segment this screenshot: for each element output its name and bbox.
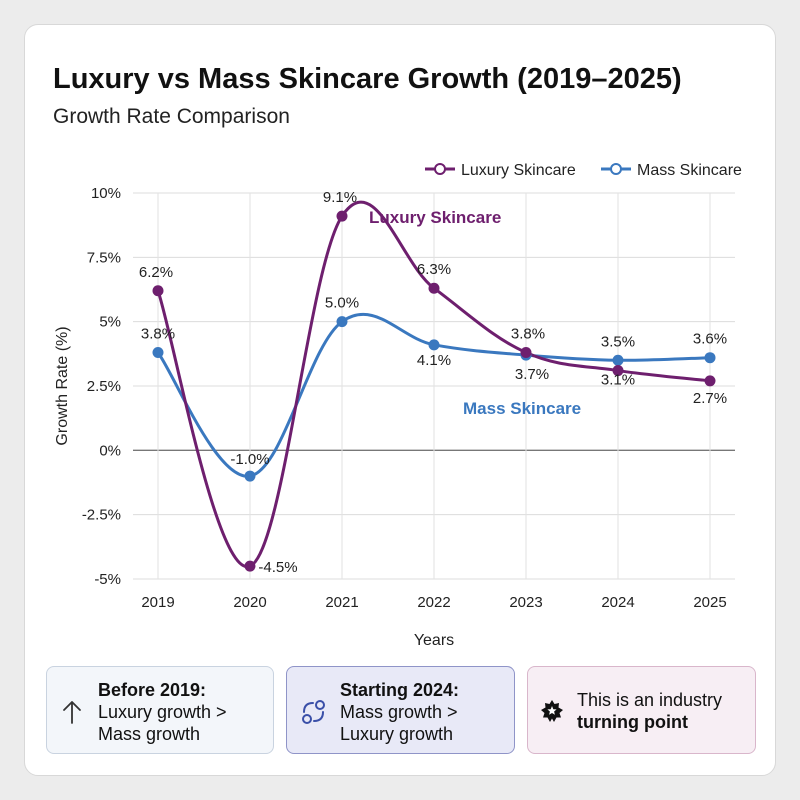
- luxury-series-line: [156, 200, 711, 568]
- y-tick-label: -5%: [94, 571, 121, 588]
- mass-data-point: [244, 470, 256, 482]
- mass-inline-label: Mass Skincare: [463, 399, 581, 418]
- insight-line: Mass growth: [98, 724, 201, 744]
- insight-line: Luxury growth: [340, 724, 454, 744]
- x-tick-label: 2019: [141, 594, 174, 611]
- y-tick-label: 2.5%: [87, 378, 121, 395]
- legend-label: Luxury Skincare: [461, 162, 576, 179]
- x-tick-label: 2022: [417, 594, 450, 611]
- chart-title: Luxury vs Mass Skincare Growth (2019–202…: [53, 63, 682, 95]
- y-axis-title: Growth Rate (%): [54, 326, 71, 445]
- data-label: 4.1%: [417, 352, 451, 369]
- data-label: 3.8%: [511, 326, 545, 343]
- data-label: -1.0%: [230, 451, 269, 468]
- data-label: 3.1%: [601, 372, 635, 389]
- y-tick-label: -2.5%: [82, 507, 121, 524]
- data-label: 6.3%: [417, 261, 451, 278]
- data-label: -4.5%: [258, 559, 297, 576]
- luxury-data-point: [428, 282, 440, 294]
- luxury-data-point: [244, 560, 256, 572]
- arrow-up-icon: [63, 701, 81, 724]
- y-tick-label: 0%: [99, 442, 121, 459]
- data-label: 3.7%: [515, 366, 549, 383]
- data-label: 6.2%: [139, 264, 173, 281]
- badge-star-icon: [541, 700, 563, 722]
- insight-heading: Starting 2024:: [340, 680, 460, 700]
- insight-heading: Before 2019:: [98, 680, 207, 700]
- luxury-data-point: [612, 365, 624, 377]
- data-label: 3.8%: [141, 326, 175, 343]
- insight-line: Mass growth >: [340, 702, 458, 722]
- y-tick-label: 7.5%: [87, 249, 121, 266]
- data-label: 3.6%: [693, 331, 727, 348]
- luxury-inline-label: Luxury Skincare: [369, 208, 501, 227]
- data-label: 9.1%: [323, 189, 357, 206]
- data-label: 2.7%: [693, 390, 727, 407]
- luxury-data-point: [152, 285, 164, 297]
- y-tick-label: 10%: [91, 185, 121, 202]
- insight-line: Luxury growth >: [98, 702, 227, 722]
- luxury-data-point: [520, 347, 532, 359]
- mass-data-point: [704, 352, 716, 364]
- x-tick-label: 2021: [325, 594, 358, 611]
- legend-label: Mass Skincare: [637, 162, 742, 179]
- luxury-data-point: [704, 375, 716, 387]
- x-tick-label: 2024: [601, 594, 634, 611]
- mass-data-point: [152, 347, 164, 359]
- mass-series-line: [156, 312, 711, 478]
- mass-data-point: [336, 316, 348, 328]
- mass-data-point: [428, 339, 440, 351]
- line-chart: 10% 7.5% 5% 2.5% 0% -2.5% -5% 2019 2020 2021 2022 2…: [54, 162, 742, 649]
- data-label: 3.5%: [601, 333, 635, 350]
- insight-emphasis: turning point: [577, 712, 688, 732]
- x-tick-label: 2025: [693, 594, 726, 611]
- data-label: 5.0%: [325, 295, 359, 312]
- legend-swatch-marker: [434, 163, 446, 175]
- x-axis-title: Years: [414, 632, 454, 649]
- x-tick-label: 2023: [509, 594, 542, 611]
- insight-before-2019: Before 2019: Luxury growth > Mass growth: [46, 666, 274, 754]
- y-tick-label: 5%: [99, 314, 121, 331]
- insight-turning-point: This is an industry turning point: [527, 666, 756, 754]
- insight-starting-2024: Starting 2024: Mass growth > Luxury grow…: [286, 666, 515, 754]
- mass-data-point: [612, 354, 624, 366]
- swap-icon: [302, 700, 325, 724]
- luxury-data-point: [336, 210, 348, 222]
- chart-card: Luxury vs Mass Skincare Growth (2019–202…: [24, 24, 776, 776]
- chart-subtitle: Growth Rate Comparison: [53, 105, 290, 128]
- legend-swatch-marker: [610, 163, 622, 175]
- insight-line: This is an industry: [577, 690, 723, 710]
- x-tick-label: 2020: [233, 594, 266, 611]
